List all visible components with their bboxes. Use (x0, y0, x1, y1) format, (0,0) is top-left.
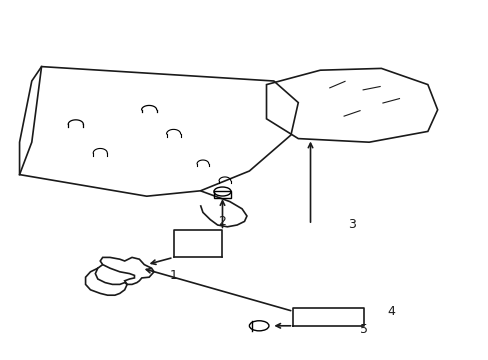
Text: 1: 1 (169, 269, 177, 282)
Text: 2: 2 (218, 215, 226, 228)
Text: 3: 3 (347, 219, 355, 231)
Text: 4: 4 (386, 305, 394, 318)
Text: 5: 5 (360, 323, 367, 336)
